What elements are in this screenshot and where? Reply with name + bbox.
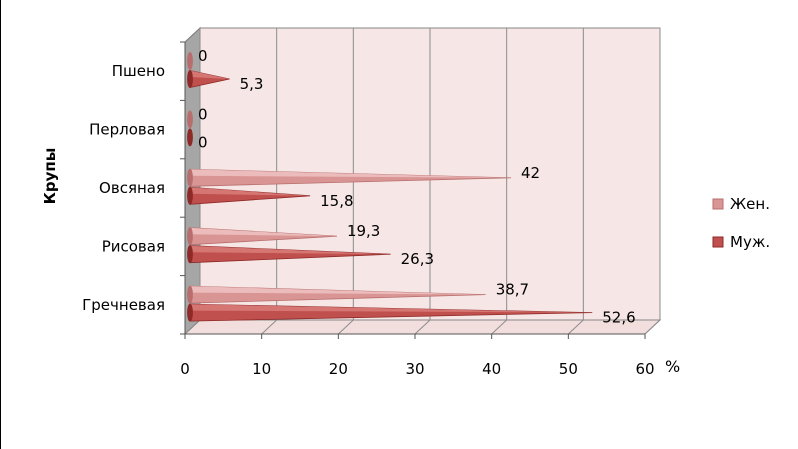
bar [187, 227, 337, 246]
cone-base [187, 245, 193, 264]
data-label: 38,7 [496, 281, 529, 299]
data-label: 15,8 [320, 192, 353, 210]
data-label: 0 [198, 133, 208, 151]
data-label: 0 [198, 47, 208, 65]
floor-gridline [261, 319, 278, 335]
floor-gridline [337, 319, 354, 335]
x-tick-label: 20 [329, 360, 348, 378]
category-labels: Пшено Перловая Овсяная Рисовая Гречневая [82, 62, 165, 314]
data-label: 26,3 [401, 250, 434, 268]
cone-base [187, 52, 193, 70]
cone-base [187, 128, 193, 147]
cone-highlight [190, 245, 391, 255]
cone-highlight [190, 187, 311, 196]
data-labels: 0 5,3 0 0 42 15,8 19,3 26,3 38,7 52,6 [198, 47, 636, 327]
bar [187, 285, 486, 304]
legend: Жен. Муж. [712, 195, 770, 251]
x-tick-label: 0 [180, 360, 190, 378]
cone-highlight [190, 70, 230, 79]
legend-entry: Муж. [730, 233, 770, 251]
cone-base [187, 303, 193, 322]
cone-highlight [190, 304, 593, 313]
x-tick-labels: 0 10 20 30 40 50 60 [180, 360, 654, 378]
cone-base [187, 186, 193, 205]
category-label: Овсяная [99, 179, 165, 197]
x-unit-label: % [665, 357, 680, 376]
data-label: 19,3 [347, 222, 380, 240]
cone-base [187, 70, 193, 88]
category-label: Гречневая [82, 296, 165, 314]
floor-gridline [491, 319, 508, 335]
cone-base [187, 285, 193, 304]
floor-gridline [184, 319, 201, 335]
category-label: Рисовая [102, 237, 165, 255]
gridlines [180, 28, 661, 339]
x-tick-label: 40 [482, 360, 501, 378]
legend-swatch [712, 236, 724, 248]
cone-highlight [190, 227, 337, 237]
bar [187, 303, 593, 322]
cone-base [187, 227, 193, 246]
x-tick-label: 30 [405, 360, 424, 378]
bar [187, 128, 193, 147]
y-axis-title: Крупы [41, 148, 59, 205]
data-label: 0 [198, 105, 208, 123]
bar [187, 168, 512, 187]
cone-highlight [190, 169, 511, 178]
bars [187, 52, 593, 322]
cone-base [187, 110, 193, 129]
bar [187, 110, 193, 129]
bar [187, 52, 193, 70]
x-tick-label: 60 [635, 360, 654, 378]
legend-swatch [712, 198, 724, 210]
x-tick-label: 10 [252, 360, 271, 378]
category-label: Перловая [89, 121, 165, 139]
data-label: 42 [521, 164, 540, 182]
data-label: 5,3 [240, 75, 264, 93]
category-label: Пшено [112, 62, 165, 80]
legend-entry: Жен. [730, 195, 770, 213]
cone-highlight [190, 286, 486, 295]
bar [187, 70, 230, 88]
bar [187, 245, 391, 264]
cone-base [187, 168, 193, 187]
floor-gridline [567, 319, 584, 335]
floor-gridline [414, 319, 431, 335]
floor-gridline [644, 319, 661, 335]
x-tick-label: 50 [559, 360, 578, 378]
bar [187, 186, 311, 205]
data-label: 52,6 [602, 309, 635, 327]
